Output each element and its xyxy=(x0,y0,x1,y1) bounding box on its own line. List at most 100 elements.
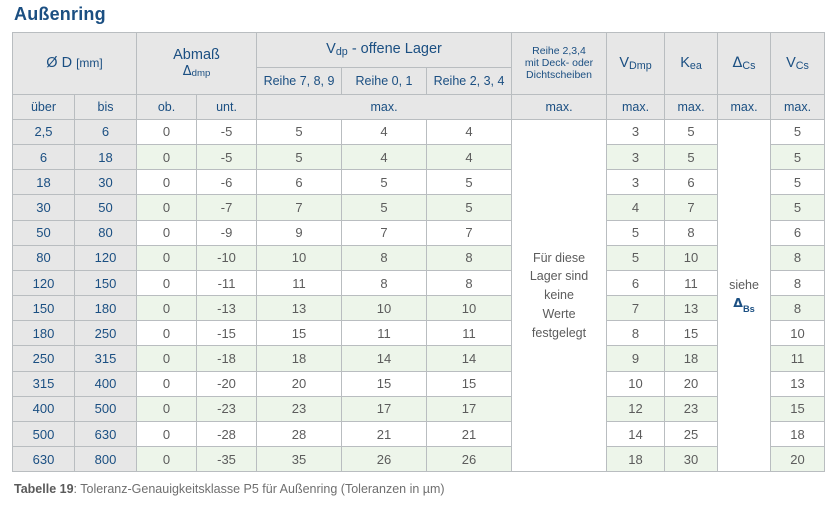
note-line: Werte xyxy=(542,306,576,321)
cell-ob: 0 xyxy=(136,421,198,448)
cell-ueber: 180 xyxy=(12,320,75,347)
cell-unt: -11 xyxy=(196,269,258,297)
cell-vdp-234: 10 xyxy=(426,295,513,322)
cell-ob: 0 xyxy=(136,219,198,246)
cell-kea: 5 xyxy=(664,143,719,171)
table-row: 80 120 0 -10 10 8 8 5 10 8 xyxy=(12,244,826,271)
cell-ueber: 2,5 xyxy=(12,118,75,145)
cell-vdmp: 5 xyxy=(606,244,666,271)
header-max-sealed: max. xyxy=(511,93,608,120)
cell-ob: 0 xyxy=(136,194,198,221)
cell-vcs: 5 xyxy=(770,118,826,145)
cell-vdmp: 3 xyxy=(606,169,666,196)
cell-vdp-01: 5 xyxy=(341,194,428,221)
cell-vdmp: 3 xyxy=(606,143,666,171)
cell-ob: 0 xyxy=(136,395,198,423)
table-row: 500 630 0 -28 28 21 21 14 25 18 xyxy=(12,421,826,448)
cell-vdmp: 8 xyxy=(606,320,666,347)
table-row: 630 800 0 -35 35 26 26 18 30 20 xyxy=(12,446,826,473)
header-diameter-symbol: Ø D xyxy=(46,54,73,71)
cell-vcs: 6 xyxy=(770,219,826,246)
table-row: 250 315 0 -18 18 14 14 9 18 11 xyxy=(12,345,826,372)
cell-vdp-789: 9 xyxy=(256,219,343,246)
cell-kea: 5 xyxy=(664,118,719,145)
cell-vdp-01: 15 xyxy=(341,370,428,397)
cell-vdmp: 6 xyxy=(606,269,666,297)
cell-vdp-01: 17 xyxy=(341,395,428,423)
table-row: 315 400 0 -20 20 15 15 10 20 13 xyxy=(12,370,826,397)
cell-vcs: 8 xyxy=(770,295,826,322)
cell-kea: 7 xyxy=(664,194,719,221)
cell-ueber: 630 xyxy=(12,446,75,473)
cell-vcs: 13 xyxy=(770,370,826,397)
cell-ueber: 18 xyxy=(12,169,75,196)
cell-ueber: 400 xyxy=(12,395,75,423)
cell-kea: 8 xyxy=(664,219,719,246)
cell-vcs: 8 xyxy=(770,244,826,271)
cell-vdp-01: 4 xyxy=(341,118,428,145)
cell-vdp-01: 8 xyxy=(341,244,428,271)
header-unt: unt. xyxy=(196,93,258,120)
cell-ueber: 500 xyxy=(12,421,75,448)
cell-ob: 0 xyxy=(136,143,198,171)
header-vcs: VCs xyxy=(770,31,826,95)
cell-vdmp: 14 xyxy=(606,421,666,448)
cell-kea: 18 xyxy=(664,345,719,372)
header-abmass-symbol: Δdmp xyxy=(137,64,256,80)
cell-ob: 0 xyxy=(136,169,198,196)
cell-vdp-234: 5 xyxy=(426,194,513,221)
cell-unt: -10 xyxy=(196,244,258,271)
cell-vdp-234: 26 xyxy=(426,446,513,473)
cell-vdp-234: 8 xyxy=(426,269,513,297)
cell-vdmp: 12 xyxy=(606,395,666,423)
cell-ueber: 120 xyxy=(12,269,75,297)
merged-note-cell: Für diese Lager sind keine Werte festgelegt xyxy=(511,118,608,473)
header-vdp-symbol: Vdp xyxy=(326,41,348,59)
cell-ob: 0 xyxy=(136,370,198,397)
cell-bis: 150 xyxy=(73,269,138,297)
header-diameter-unit: [mm] xyxy=(76,55,103,70)
cell-vdp-234: 15 xyxy=(426,370,513,397)
note-line: Lager sind xyxy=(529,269,589,284)
cell-vdp-789: 6 xyxy=(256,169,343,196)
cell-vdp-789: 15 xyxy=(256,320,343,347)
cell-vdmp: 7 xyxy=(606,295,666,322)
cell-ueber: 30 xyxy=(12,194,75,221)
cell-vdp-789: 10 xyxy=(256,244,343,271)
cell-bis: 630 xyxy=(73,421,138,448)
cell-vdp-234: 8 xyxy=(426,244,513,271)
table-body: 2,5 6 0 -5 5 4 4 Für diese Lager sind keine Werte f… xyxy=(12,118,826,473)
table-row: 150 180 0 -13 13 10 10 7 13 8 xyxy=(12,295,826,322)
table-row: 30 50 0 -7 7 5 5 4 7 5 xyxy=(12,194,826,221)
cell-vdmp: 4 xyxy=(606,194,666,221)
cell-ob: 0 xyxy=(136,345,198,372)
header-vdp-rest: - offene Lager xyxy=(351,41,442,58)
cell-kea: 20 xyxy=(664,370,719,397)
table-row: 50 80 0 -9 9 7 7 5 8 6 xyxy=(12,219,826,246)
siehe-symbol: ΔBs xyxy=(733,295,755,315)
cell-vcs: 8 xyxy=(770,269,826,297)
header-max-dcs: max. xyxy=(717,93,772,120)
cell-ueber: 250 xyxy=(12,345,75,372)
cell-vdp-01: 10 xyxy=(341,295,428,322)
cell-unt: -7 xyxy=(196,194,258,221)
cell-unt: -6 xyxy=(196,169,258,196)
cell-vdp-234: 5 xyxy=(426,169,513,196)
cell-ueber: 80 xyxy=(12,244,75,271)
header-ob: ob. xyxy=(136,93,198,120)
header-max-vdp: max. xyxy=(256,93,513,120)
header-kea: Kea xyxy=(664,31,719,95)
cell-unt: -20 xyxy=(196,370,258,397)
delta-icon: Δ xyxy=(733,295,743,311)
header-diameter: Ø D [mm] xyxy=(11,31,138,95)
cell-vdp-789: 11 xyxy=(256,269,343,297)
cell-bis: 400 xyxy=(73,370,138,397)
cell-vdp-01: 4 xyxy=(341,143,428,171)
header-sealed-line2: mit Deck- oder xyxy=(524,57,594,70)
header-reihe-01: Reihe 0, 1 xyxy=(341,66,428,95)
header-abmass-label: Abmaß xyxy=(173,46,220,63)
cell-unt: -23 xyxy=(196,395,258,423)
cell-vdmp: 5 xyxy=(606,219,666,246)
siehe-text: siehe xyxy=(729,278,759,293)
header-sealed-bearings: Reihe 2,3,4 mit Deck- oder Dichtscheiben xyxy=(511,31,608,95)
